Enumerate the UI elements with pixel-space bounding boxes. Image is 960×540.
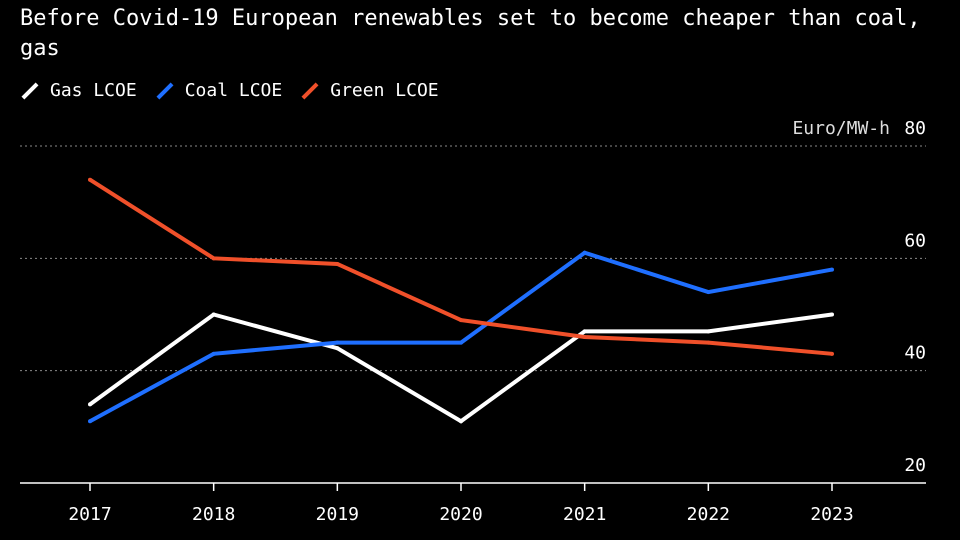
- data-point-gas-lcoe-2020: [459, 419, 463, 424]
- y-tick-label-20: 20: [904, 455, 926, 476]
- data-point-gas-lcoe-2023: [830, 312, 834, 317]
- x-tick-label-2018: 2018: [192, 504, 235, 525]
- data-point-coal-lcoe-2021: [582, 250, 587, 255]
- data-point-coal-lcoe-2023: [830, 267, 834, 272]
- series-line-coal-lcoe: [89, 250, 833, 423]
- legend-item-green: Green LCOE: [300, 80, 439, 101]
- series-line-gas-lcoe: [88, 312, 833, 424]
- legend-item-gas: Gas LCOE: [20, 80, 137, 101]
- x-tick-label-2017: 2017: [68, 504, 111, 525]
- data-point-coal-lcoe-2020: [459, 340, 463, 345]
- data-point-green-lcoe-2018: [211, 256, 216, 261]
- data-point-gas-lcoe-2019: [335, 346, 340, 351]
- data-point-gas-lcoe-2021: [582, 329, 587, 334]
- data-point-gas-lcoe-2018: [211, 312, 216, 317]
- legend-label-green: Green LCOE: [330, 80, 439, 101]
- legend-label-gas: Gas LCOE: [50, 80, 137, 101]
- legend: Gas LCOE Coal LCOE Green LCOE: [20, 80, 457, 101]
- data-point-green-lcoe-2021: [582, 334, 587, 339]
- y-axis-unit-label: Euro/MW-h: [792, 118, 890, 139]
- data-point-green-lcoe-2019: [335, 261, 340, 266]
- data-point-green-lcoe-2017: [88, 177, 92, 182]
- data-point-gas-lcoe-2022: [706, 329, 711, 334]
- data-point-coal-lcoe-2022: [706, 290, 711, 295]
- x-tick-label-2021: 2021: [563, 504, 606, 525]
- y-tick-label-40: 40: [904, 343, 926, 364]
- data-point-coal-lcoe-2019: [335, 340, 340, 345]
- x-tick-label-2020: 2020: [439, 504, 482, 525]
- data-point-coal-lcoe-2017: [88, 419, 92, 424]
- legend-item-coal: Coal LCOE: [155, 80, 283, 101]
- data-point-coal-lcoe-2018: [211, 351, 216, 356]
- x-tick-label-2019: 2019: [316, 504, 359, 525]
- x-tick-label-2022: 2022: [687, 504, 730, 525]
- chart-title: Before Covid-19 European renewables set …: [20, 6, 921, 61]
- data-point-green-lcoe-2020: [459, 318, 463, 323]
- data-point-green-lcoe-2022: [706, 340, 711, 345]
- data-point-green-lcoe-2023: [830, 351, 834, 356]
- data-point-gas-lcoe-2017: [88, 402, 92, 407]
- y-tick-label-80: 80: [904, 118, 926, 139]
- legend-label-coal: Coal LCOE: [184, 80, 283, 101]
- x-tick-label-2023: 2023: [810, 504, 853, 525]
- y-tick-label-60: 60: [904, 230, 926, 251]
